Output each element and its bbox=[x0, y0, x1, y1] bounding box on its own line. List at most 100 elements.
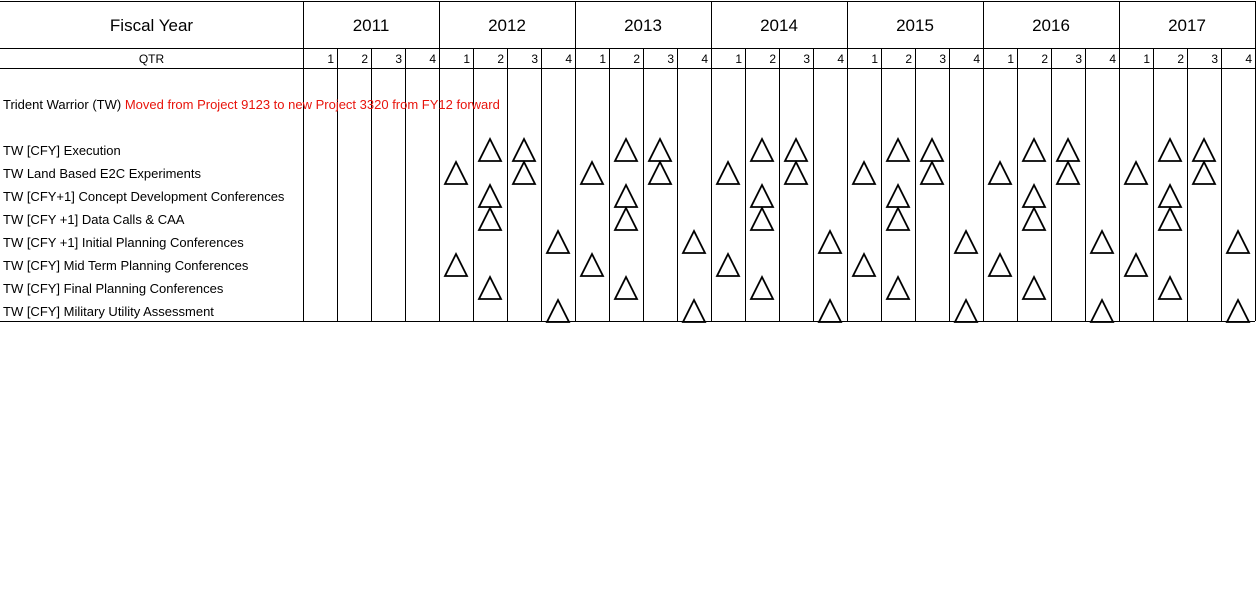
quarter-number: 1 bbox=[871, 52, 878, 66]
row-label: TW [CFY] Military Utility Assessment bbox=[3, 304, 214, 319]
quarter-number: 1 bbox=[1007, 52, 1014, 66]
triangle-outline-icon bbox=[511, 136, 537, 162]
triangle-outline-icon bbox=[681, 228, 707, 254]
quarter-number: 3 bbox=[667, 52, 674, 66]
triangle-outline-icon bbox=[885, 205, 911, 231]
year-header: 2012 bbox=[488, 16, 526, 35]
triangle-outline-icon bbox=[1123, 251, 1149, 277]
triangle-outline-icon bbox=[715, 159, 741, 185]
quarter-number: 1 bbox=[735, 52, 742, 66]
year-header: 2013 bbox=[624, 16, 662, 35]
triangle-outline-icon bbox=[681, 297, 707, 323]
quarter-number: 1 bbox=[327, 52, 334, 66]
quarter-number: 3 bbox=[395, 52, 402, 66]
triangle-outline-icon bbox=[817, 228, 843, 254]
triangle-outline-icon bbox=[783, 136, 809, 162]
triangle-outline-icon bbox=[613, 205, 639, 231]
quarter-number: 4 bbox=[973, 52, 980, 66]
triangle-outline-icon bbox=[715, 251, 741, 277]
triangle-outline-icon bbox=[1225, 228, 1251, 254]
triangle-outline-icon bbox=[613, 274, 639, 300]
quarter-number: 4 bbox=[837, 52, 844, 66]
triangle-outline-icon bbox=[1225, 297, 1251, 323]
triangle-outline-icon bbox=[1123, 159, 1149, 185]
row-label: TW [CFY +1] Data Calls & CAA bbox=[3, 212, 185, 227]
year-header: 2011 bbox=[352, 16, 390, 35]
triangle-outline-icon bbox=[1021, 205, 1047, 231]
row-label: TW [CFY] Mid Term Planning Conferences bbox=[3, 258, 249, 273]
triangle-outline-icon bbox=[919, 136, 945, 162]
row-label: TW Land Based E2C Experiments bbox=[3, 166, 201, 181]
triangle-outline-icon bbox=[647, 159, 673, 185]
triangle-outline-icon bbox=[885, 274, 911, 300]
triangle-outline-icon bbox=[477, 205, 503, 231]
triangle-outline-icon bbox=[545, 297, 571, 323]
year-header: 2014 bbox=[760, 16, 798, 35]
triangle-outline-icon bbox=[443, 159, 469, 185]
triangle-outline-icon bbox=[817, 297, 843, 323]
triangle-outline-icon bbox=[1055, 136, 1081, 162]
triangle-outline-icon bbox=[1055, 159, 1081, 185]
quarter-number: 3 bbox=[1075, 52, 1082, 66]
triangle-outline-icon bbox=[851, 159, 877, 185]
triangle-outline-icon bbox=[1157, 136, 1183, 162]
triangle-outline-icon bbox=[783, 159, 809, 185]
quarter-number: 4 bbox=[429, 52, 436, 66]
quarter-number: 4 bbox=[701, 52, 708, 66]
triangle-outline-icon bbox=[919, 159, 945, 185]
quarter-number: 1 bbox=[1143, 52, 1150, 66]
triangle-outline-icon bbox=[1157, 205, 1183, 231]
triangle-outline-icon bbox=[1089, 228, 1115, 254]
quarter-number: 4 bbox=[1109, 52, 1116, 66]
quarter-number: 2 bbox=[905, 52, 912, 66]
triangle-outline-icon bbox=[511, 159, 537, 185]
triangle-outline-icon bbox=[545, 228, 571, 254]
triangle-outline-icon bbox=[749, 274, 775, 300]
fiscal-year-label: Fiscal Year bbox=[109, 16, 194, 35]
triangle-outline-icon bbox=[1191, 159, 1217, 185]
year-header: 2016 bbox=[1032, 16, 1070, 35]
triangle-outline-icon bbox=[1021, 274, 1047, 300]
triangle-outline-icon bbox=[579, 159, 605, 185]
triangle-outline-icon bbox=[749, 205, 775, 231]
triangle-outline-icon bbox=[579, 251, 605, 277]
quarter-number: 1 bbox=[463, 52, 470, 66]
triangle-outline-icon bbox=[749, 182, 775, 208]
triangle-outline-icon bbox=[613, 136, 639, 162]
row-label: TW [CFY] Execution bbox=[3, 143, 121, 158]
year-header: 2017 bbox=[1168, 16, 1206, 35]
triangle-outline-icon bbox=[477, 274, 503, 300]
quarter-number: 2 bbox=[633, 52, 640, 66]
quarter-number: 4 bbox=[565, 52, 572, 66]
triangle-outline-icon bbox=[1157, 274, 1183, 300]
quarter-number: 2 bbox=[361, 52, 368, 66]
triangle-outline-icon bbox=[647, 136, 673, 162]
quarter-number: 3 bbox=[803, 52, 810, 66]
quarter-number: 2 bbox=[497, 52, 504, 66]
quarter-number: 4 bbox=[1245, 52, 1252, 66]
project-move-note: Moved from Project 9123 to new Project 3… bbox=[124, 97, 500, 112]
quarter-number: 3 bbox=[939, 52, 946, 66]
triangle-outline-icon bbox=[1157, 182, 1183, 208]
triangle-outline-icon bbox=[885, 182, 911, 208]
quarter-number: 3 bbox=[1211, 52, 1218, 66]
triangle-outline-icon bbox=[987, 251, 1013, 277]
quarter-number: 1 bbox=[599, 52, 606, 66]
year-header: 2015 bbox=[896, 16, 934, 35]
triangle-outline-icon bbox=[749, 136, 775, 162]
row-label: TW [CFY] Final Planning Conferences bbox=[3, 281, 224, 296]
quarter-number: 2 bbox=[769, 52, 776, 66]
qtr-label: QTR bbox=[138, 52, 165, 66]
triangle-outline-icon bbox=[1191, 136, 1217, 162]
quarter-number: 2 bbox=[1177, 52, 1184, 66]
program-name: Trident Warrior (TW) bbox=[3, 97, 122, 112]
triangle-outline-icon bbox=[443, 251, 469, 277]
row-label: TW [CFY +1] Initial Planning Conferences bbox=[3, 235, 244, 250]
row-label: TW [CFY+1] Concept Development Conferenc… bbox=[3, 189, 285, 204]
triangle-outline-icon bbox=[1021, 182, 1047, 208]
triangle-outline-icon bbox=[987, 159, 1013, 185]
triangle-outline-icon bbox=[477, 136, 503, 162]
triangle-outline-icon bbox=[1089, 297, 1115, 323]
triangle-outline-icon bbox=[851, 251, 877, 277]
